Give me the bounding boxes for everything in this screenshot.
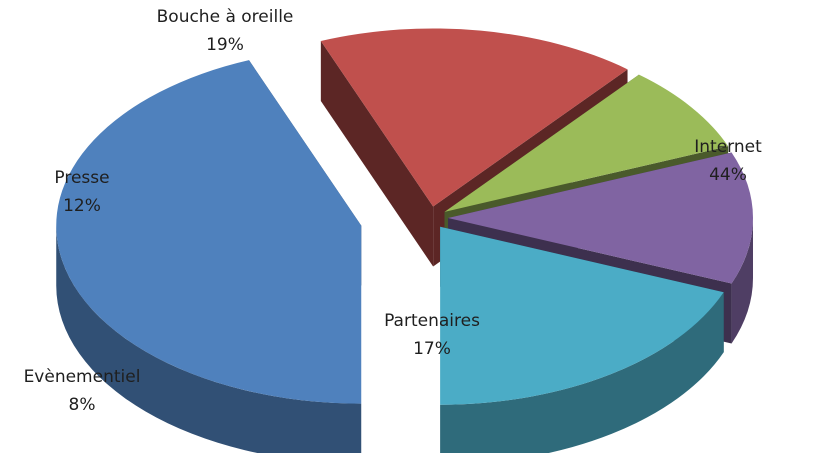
pie-label-name: Bouche à oreille: [157, 7, 294, 27]
pie-slice-wall: [320, 40, 434, 267]
pie-slice-top: [448, 152, 753, 284]
pie-slice-side: [56, 225, 362, 453]
pie-label-percent: 17%: [413, 339, 451, 359]
pie-label-name: Evènementiel: [24, 367, 141, 387]
pie-labels: Internet 44% Partenaires 17% Evènementiel 8% P…: [24, 7, 763, 415]
pie-slice-internet: [56, 60, 362, 453]
pie-slice-top: [320, 28, 628, 207]
pie-label-name: Partenaires: [384, 311, 480, 331]
pie-slice-side: [731, 218, 753, 344]
pie-slice-top: [440, 226, 724, 405]
pie-label-percent: 44%: [709, 165, 747, 185]
pie-slices: [56, 28, 753, 453]
pie-label-name: Presse: [54, 168, 109, 188]
pie-label-percent: 8%: [69, 395, 96, 415]
pie-slice-bouche-oreille: [440, 226, 724, 453]
pie-slice-side: [440, 292, 724, 453]
pie-slice-top: [56, 60, 362, 404]
pie-label-name: Internet: [694, 137, 762, 157]
pie-slice-top: [444, 74, 729, 212]
pie-label-percent: 12%: [63, 196, 101, 216]
pie-label-percent: 19%: [206, 35, 244, 55]
